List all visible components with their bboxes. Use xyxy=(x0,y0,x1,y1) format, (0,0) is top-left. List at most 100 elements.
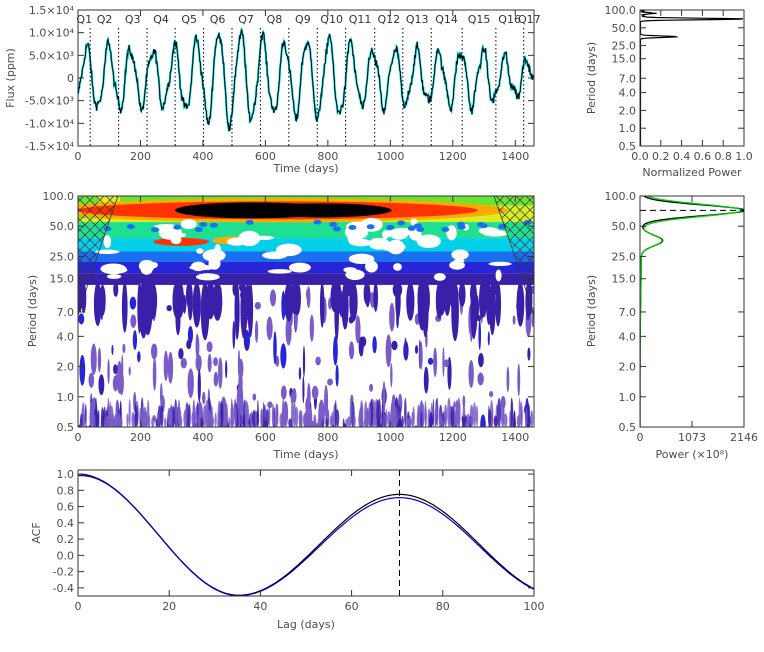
wavelet-streak xyxy=(254,301,261,310)
wavelet-noise xyxy=(109,400,112,427)
wavelet-noise xyxy=(84,403,87,427)
gps-ytick-label: 0.5 xyxy=(619,140,637,153)
gps-panel: 0.0 0.2 0.4 0.6 0.8 1.00.51.02.04.07.015.025.… xyxy=(585,4,753,179)
wavelet-noise xyxy=(502,399,505,427)
wavelet-streak xyxy=(85,425,88,427)
wavelet-spot xyxy=(150,227,159,233)
wavelet-streak xyxy=(390,362,393,388)
wavelet-streak xyxy=(113,364,118,375)
wavelet-streak xyxy=(477,372,484,386)
wavelet-gap xyxy=(262,251,288,260)
global-wavelet-power-series xyxy=(640,196,744,427)
global-wavelet-ytick-label: 1.0 xyxy=(619,391,637,404)
wavelet-noise xyxy=(401,415,404,427)
lightcurve-ytick-label: 0 xyxy=(67,72,74,85)
wavelet-noise xyxy=(416,413,420,427)
wavelet-noise xyxy=(407,417,412,427)
lightcurve-ytick-label: -1.5×10⁴ xyxy=(25,140,75,153)
gps-xtick-label: 0.8 xyxy=(714,150,732,163)
wavelet-noise xyxy=(420,411,423,427)
wavelet-band xyxy=(78,273,534,285)
wavelet-noise xyxy=(131,411,135,427)
wavelet-gap xyxy=(106,274,122,279)
wavelet-streak xyxy=(478,352,484,368)
wavelet-coi-edge xyxy=(493,196,534,317)
wavelet-streak xyxy=(207,353,212,373)
wavelet-spot xyxy=(245,219,254,225)
wavelet-ytick-label: 50.0 xyxy=(50,220,75,233)
wavelet-ridge-harmonic xyxy=(153,237,210,246)
wavelet-streak xyxy=(111,344,114,355)
gps-ytick-label: 1.0 xyxy=(619,122,637,135)
wavelet-noise xyxy=(334,399,337,427)
wavelet-spot xyxy=(209,222,218,228)
wavelet-noise xyxy=(100,407,105,427)
acf-panel: 0 20 40 60 80 100 -0.4 -0.2 0.0 0.2 0.4 0.6 0.8 1.0 L… xyxy=(30,468,545,631)
wavelet-streak xyxy=(112,427,115,459)
wavelet-noise xyxy=(436,397,439,427)
wavelet-noise xyxy=(228,416,231,427)
wavelet-drip xyxy=(363,281,371,305)
wavelet-noise xyxy=(488,409,492,427)
wavelet-noise xyxy=(391,418,395,427)
acf-axes: 0 20 40 60 80 100 -0.4 -0.2 0.0 0.2 0.4 0.6 0.8 1.0 xyxy=(53,468,545,613)
wavelet-spot xyxy=(407,225,416,231)
quarter-label: Q4 xyxy=(153,13,169,26)
lightcurve-ytick-label: -1.0×10⁴ xyxy=(25,117,75,130)
gps-ytick-label: 100.0 xyxy=(605,4,637,17)
wavelet-noise xyxy=(320,403,323,427)
wavelet-spot xyxy=(199,221,208,227)
acf-ytick-label: 0.8 xyxy=(57,484,75,497)
wavelet-drip xyxy=(349,281,358,322)
wavelet-streak xyxy=(298,367,302,380)
wavelet-noise xyxy=(155,418,159,427)
wavelet-noise xyxy=(404,397,407,427)
wavelet-gap xyxy=(195,273,220,281)
wavelet-spot xyxy=(313,219,322,225)
wavelet-streak xyxy=(307,382,311,412)
wavelet-noise xyxy=(175,403,178,427)
wavelet-streak xyxy=(213,371,219,387)
wavelet-streak xyxy=(385,334,392,368)
wavelet-noise xyxy=(491,408,494,427)
wavelet-spot xyxy=(126,224,135,230)
wavelet-streak xyxy=(364,426,366,427)
wavelet-gap xyxy=(488,261,512,267)
wavelet-streak xyxy=(468,359,474,388)
wavelet-drip xyxy=(200,281,210,341)
wavelet-gap xyxy=(345,269,365,281)
global-wavelet-content xyxy=(640,196,744,427)
quarter-label: Q9 xyxy=(295,13,311,26)
wavelet-noise xyxy=(503,413,508,427)
wavelet-gap xyxy=(478,227,499,235)
wavelet-noise xyxy=(95,397,97,427)
acf-ytick-label: -0.2 xyxy=(53,566,74,579)
wavelet-noise xyxy=(509,410,511,427)
wavelet-noise xyxy=(214,412,217,427)
wavelet-ytick-label: 2.0 xyxy=(57,361,75,374)
wavelet-drip xyxy=(422,281,429,338)
wavelet-drip xyxy=(238,281,246,293)
gps-series xyxy=(640,10,744,146)
quarter-label: Q13 xyxy=(406,13,429,26)
wavelet-streak xyxy=(195,354,202,372)
wavelet-xtick-label: 600 xyxy=(255,431,276,444)
wavelet-noise xyxy=(111,412,115,427)
lightcurve-flux-series xyxy=(78,28,534,132)
wavelet-axes: 0 200 400 600 800 1000 1200 1400 0.5 1.0 2.0 4.0 7.0… xyxy=(43,190,534,444)
wavelet-noise xyxy=(405,415,409,427)
wavelet-spot xyxy=(386,224,395,230)
wavelet-spot xyxy=(332,226,341,232)
gps-ytick-label: 25.0 xyxy=(612,40,637,53)
wavelet-drip xyxy=(141,281,152,324)
wavelet-streak xyxy=(167,351,174,384)
acf-ytick-label: 0.6 xyxy=(57,501,75,514)
wavelet-noise xyxy=(151,417,155,427)
lightcurve-xtick-label: 1400 xyxy=(501,150,529,163)
wavelet-spot xyxy=(348,225,357,231)
global-wavelet-fit-series xyxy=(640,196,743,427)
wavelet-gap xyxy=(180,219,197,230)
wavelet-drip xyxy=(406,281,415,321)
wavelet-noise xyxy=(82,413,86,427)
global-wavelet-ylabel: Period (days) xyxy=(585,275,598,347)
